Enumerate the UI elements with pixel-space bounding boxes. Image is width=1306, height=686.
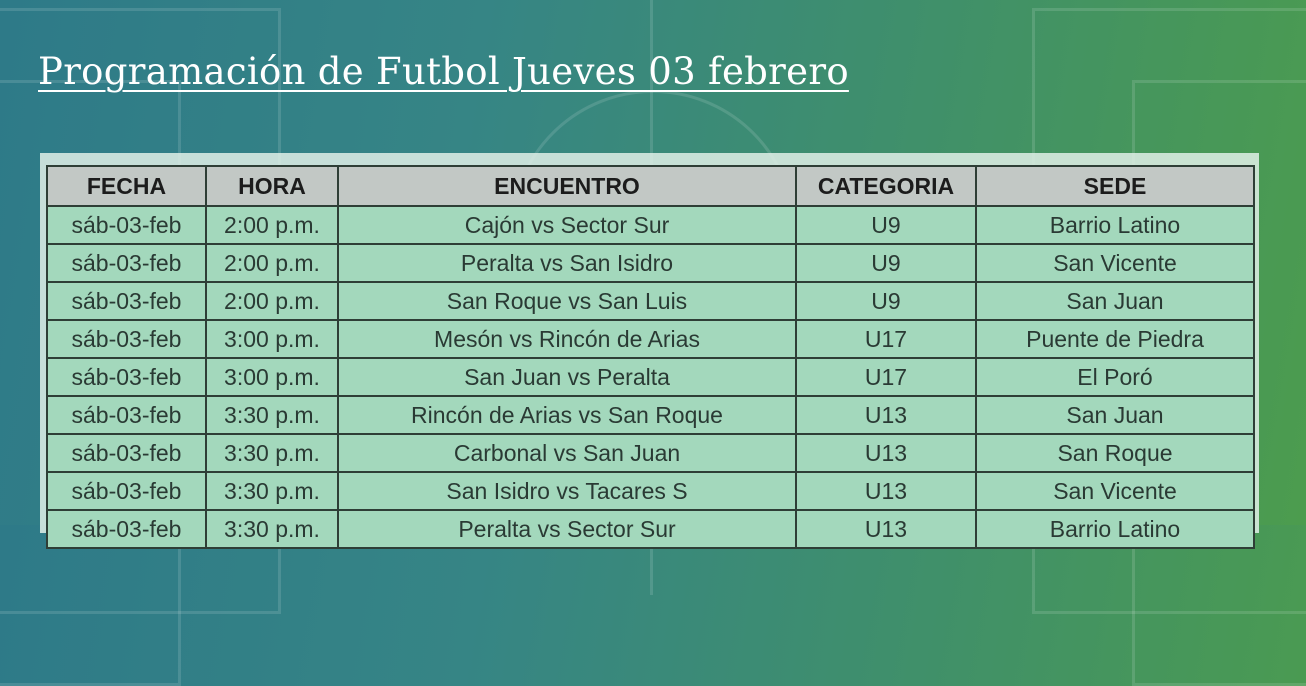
cell-fecha: sáb-03-feb (46, 319, 207, 359)
cell-encuentro: Carbonal vs San Juan (337, 433, 797, 473)
table-row: sáb-03-feb 2:00 p.m. Peralta vs San Isidro… (46, 243, 1255, 283)
cell-encuentro: Rincón de Arias vs San Roque (337, 395, 797, 435)
cell-categoria: U13 (795, 509, 977, 549)
cell-categoria: U9 (795, 281, 977, 321)
cell-fecha: sáb-03-feb (46, 509, 207, 549)
cell-sede: El Poró (975, 357, 1255, 397)
cell-hora: 3:00 p.m. (205, 357, 339, 397)
table-row: sáb-03-feb 3:30 p.m. Rincón de Arias vs Sa… (46, 395, 1255, 435)
cell-categoria: U17 (795, 357, 977, 397)
header-categoria: CATEGORIA (795, 165, 977, 207)
cell-encuentro: Peralta vs San Isidro (337, 243, 797, 283)
cell-categoria: U9 (795, 243, 977, 283)
cell-sede: San Vicente (975, 243, 1255, 283)
cell-hora: 3:30 p.m. (205, 471, 339, 511)
table-row: sáb-03-feb 3:00 p.m. Mesón vs Rincón de Ar… (46, 319, 1255, 359)
cell-encuentro: San Juan vs Peralta (337, 357, 797, 397)
cell-categoria: U9 (795, 205, 977, 245)
cell-fecha: sáb-03-feb (46, 243, 207, 283)
table-row: sáb-03-feb 3:00 p.m. San Juan vs Peralta U1… (46, 357, 1255, 397)
cell-categoria: U17 (795, 319, 977, 359)
page-title: Programación de Futbol Jueves 03 febrero (38, 50, 849, 93)
header-encuentro: ENCUENTRO (337, 165, 797, 207)
cell-fecha: sáb-03-feb (46, 205, 207, 245)
cell-fecha: sáb-03-feb (46, 281, 207, 321)
cell-categoria: U13 (795, 395, 977, 435)
cell-fecha: sáb-03-feb (46, 357, 207, 397)
cell-categoria: U13 (795, 433, 977, 473)
cell-hora: 2:00 p.m. (205, 205, 339, 245)
header-sede: SEDE (975, 165, 1255, 207)
table-row: sáb-03-feb 3:30 p.m. Peralta vs Sector Sur… (46, 509, 1255, 549)
cell-sede: San Vicente (975, 471, 1255, 511)
table-row: sáb-03-feb 3:30 p.m. San Isidro vs Tacares… (46, 471, 1255, 511)
table-row: sáb-03-feb 2:00 p.m. San Roque vs San Luis… (46, 281, 1255, 321)
cell-fecha: sáb-03-feb (46, 433, 207, 473)
cell-sede: Barrio Latino (975, 205, 1255, 245)
cell-encuentro: San Isidro vs Tacares S (337, 471, 797, 511)
schedule-table: FECHA HORA ENCUENTRO CATEGORIA SEDE sáb-… (46, 165, 1255, 549)
header-hora: HORA (205, 165, 339, 207)
cell-hora: 3:30 p.m. (205, 509, 339, 549)
cell-hora: 2:00 p.m. (205, 281, 339, 321)
header-row: FECHA HORA ENCUENTRO CATEGORIA SEDE (46, 165, 1255, 207)
cell-sede: San Juan (975, 281, 1255, 321)
cell-encuentro: Cajón vs Sector Sur (337, 205, 797, 245)
cell-categoria: U13 (795, 471, 977, 511)
table-row: sáb-03-feb 3:30 p.m. Carbonal vs San Juan U… (46, 433, 1255, 473)
cell-hora: 3:00 p.m. (205, 319, 339, 359)
cell-hora: 2:00 p.m. (205, 243, 339, 283)
cell-fecha: sáb-03-feb (46, 471, 207, 511)
header-fecha: FECHA (46, 165, 207, 207)
cell-sede: Puente de Piedra (975, 319, 1255, 359)
cell-hora: 3:30 p.m. (205, 395, 339, 435)
cell-fecha: sáb-03-feb (46, 395, 207, 435)
cell-hora: 3:30 p.m. (205, 433, 339, 473)
cell-sede: Barrio Latino (975, 509, 1255, 549)
table-row: sáb-03-feb 2:00 p.m. Cajón vs Sector Sur U9… (46, 205, 1255, 245)
cell-encuentro: Mesón vs Rincón de Arias (337, 319, 797, 359)
cell-sede: San Roque (975, 433, 1255, 473)
cell-encuentro: San Roque vs San Luis (337, 281, 797, 321)
cell-encuentro: Peralta vs Sector Sur (337, 509, 797, 549)
cell-sede: San Juan (975, 395, 1255, 435)
